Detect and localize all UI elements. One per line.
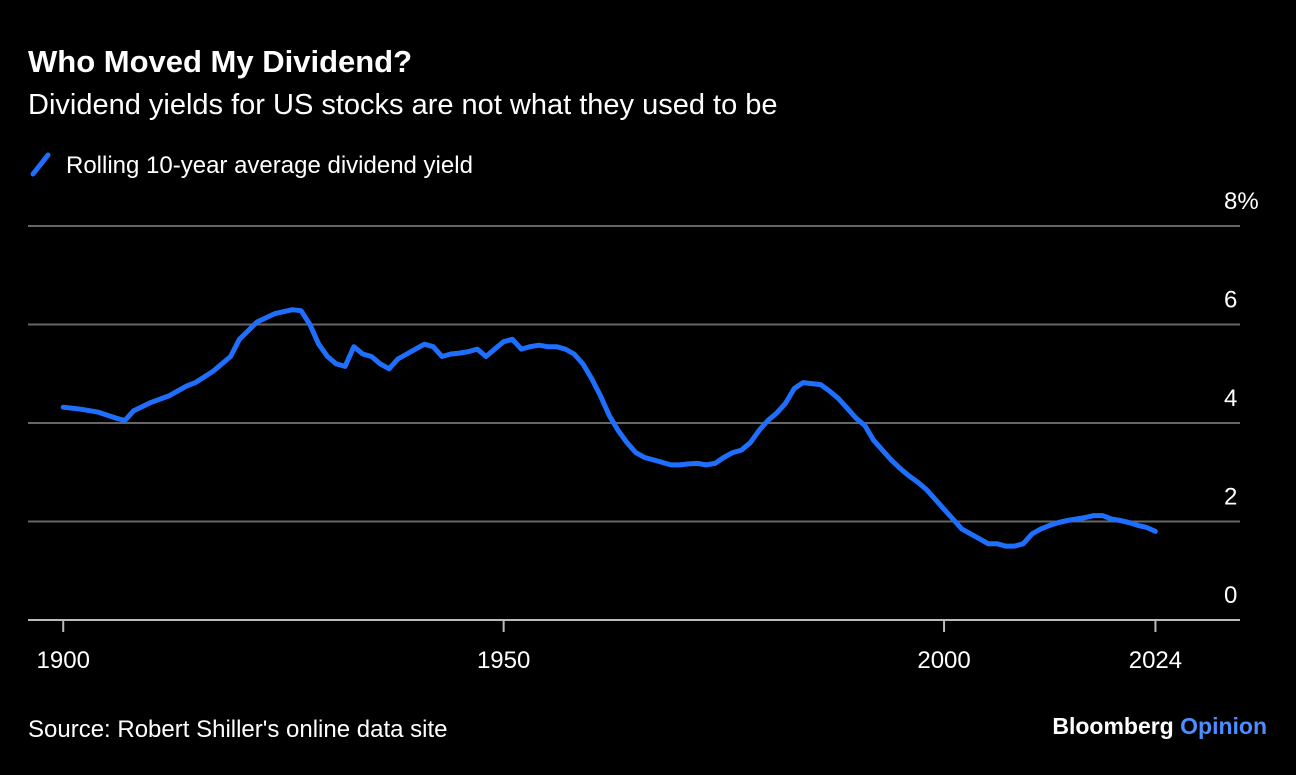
x-tick-label: 1900 bbox=[37, 647, 90, 674]
legend-swatch bbox=[30, 152, 51, 177]
y-tick-label: 0 bbox=[1224, 582, 1237, 609]
x-tick-label: 1950 bbox=[477, 647, 530, 674]
chart-title: Who Moved My Dividend? bbox=[28, 44, 412, 79]
chart-subtitle: Dividend yields for US stocks are not wh… bbox=[28, 89, 778, 121]
brand-name: Bloomberg bbox=[1052, 713, 1173, 739]
legend-label: Rolling 10-year average dividend yield bbox=[66, 152, 473, 179]
brand-section: Opinion bbox=[1180, 713, 1267, 739]
y-tick-label: 6 bbox=[1224, 287, 1237, 314]
y-tick-label: 2 bbox=[1224, 484, 1237, 511]
data-line bbox=[60, 307, 1158, 549]
source-note: Source: Robert Shiller's online data sit… bbox=[28, 716, 447, 743]
y-tick-label: 4 bbox=[1224, 385, 1237, 412]
x-tick-label: 2024 bbox=[1129, 647, 1182, 674]
y-tick-label: 8% bbox=[1224, 188, 1259, 215]
brand: Bloomberg Opinion bbox=[1052, 713, 1267, 739]
x-tick-label: 2000 bbox=[917, 647, 970, 674]
